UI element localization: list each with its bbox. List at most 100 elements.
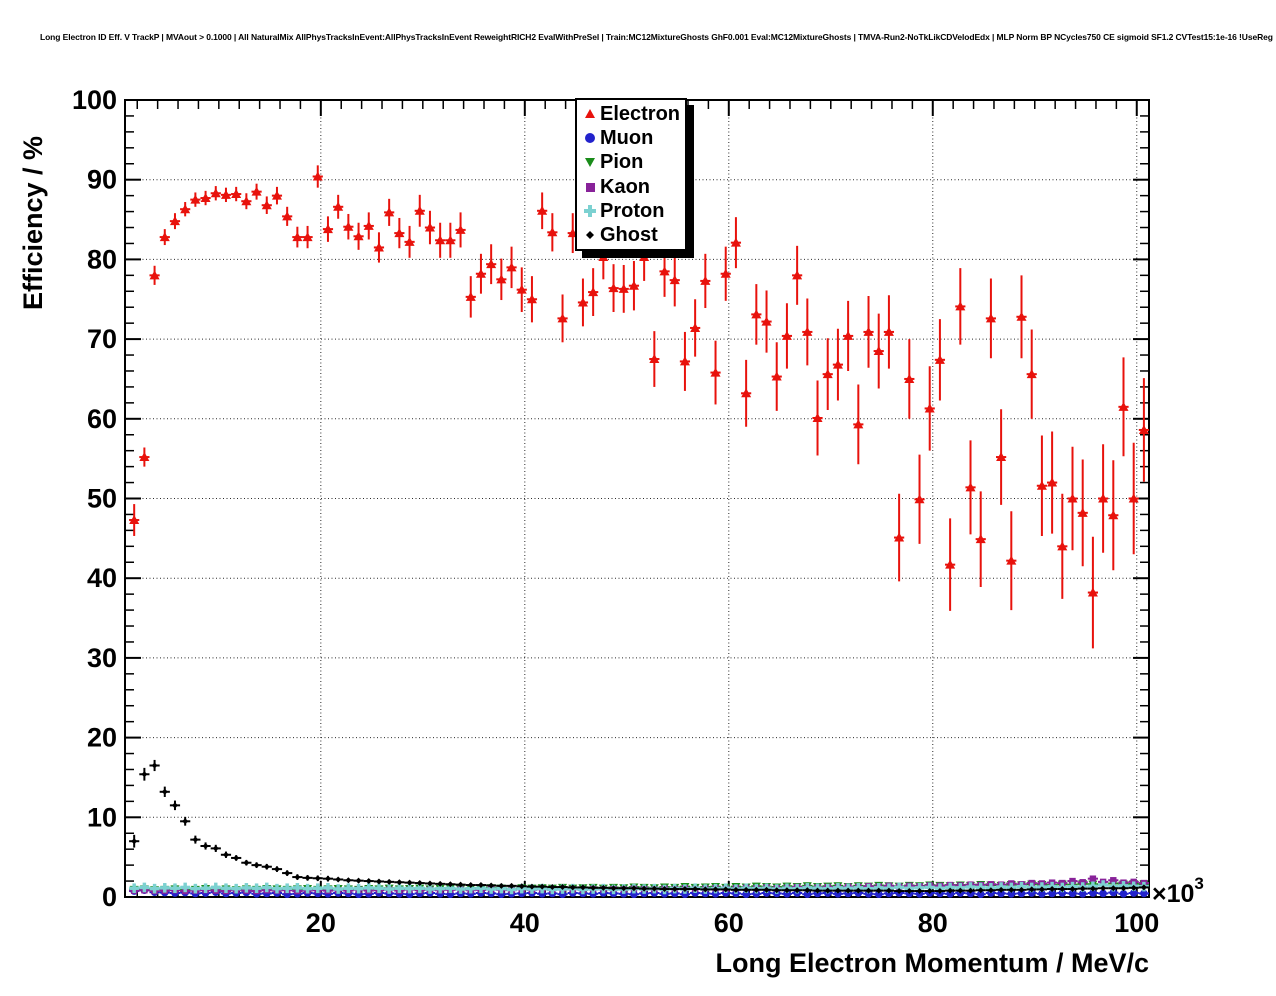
data-marker-ghost: [600, 884, 607, 891]
data-marker-ghost: [620, 885, 627, 892]
data-marker-electron: [149, 270, 160, 280]
data-marker-ghost: [783, 887, 790, 894]
data-marker-electron: [200, 193, 211, 203]
data-marker-ghost: [284, 870, 291, 877]
data-marker-proton: [1019, 881, 1024, 892]
data-marker-muon: [752, 890, 761, 898]
data-marker-muon: [1017, 889, 1026, 898]
data-marker-ghost: [977, 887, 984, 894]
data-marker-proton: [132, 883, 136, 894]
data-marker-electron: [343, 221, 354, 231]
data-marker-electron: [1006, 555, 1017, 565]
data-marker-ghost: [906, 888, 913, 895]
legend-label-pion: Pion: [600, 151, 644, 174]
data-marker-ghost: [916, 888, 923, 895]
data-marker-electron: [700, 275, 711, 285]
data-marker-ghost: [1059, 886, 1066, 893]
data-marker-proton: [387, 884, 391, 894]
data-marker-proton: [316, 883, 320, 894]
data-marker-electron: [1057, 541, 1068, 551]
data-marker-electron: [710, 367, 721, 377]
data-marker-electron: [445, 235, 456, 245]
data-marker-ghost: [865, 887, 872, 894]
data-marker-ghost: [508, 882, 515, 889]
data-marker-proton: [193, 883, 198, 894]
data-marker-electron: [455, 224, 466, 234]
data-marker-ghost: [1028, 886, 1035, 893]
data-marker-kaon: [1110, 877, 1117, 884]
data-marker-proton: [142, 882, 147, 893]
data-marker-muon: [1129, 889, 1138, 897]
data-marker-electron: [690, 322, 701, 332]
data-marker-proton: [927, 882, 932, 893]
data-marker-electron: [516, 284, 527, 294]
data-marker-ghost: [447, 881, 454, 888]
data-marker-ghost: [641, 885, 648, 892]
data-marker-electron: [139, 452, 150, 462]
data-marker-ghost: [396, 879, 403, 886]
data-marker-muon: [558, 890, 567, 899]
series-electron: [129, 165, 1149, 649]
data-marker-ghost: [457, 881, 464, 888]
data-marker-ghost: [1069, 886, 1076, 893]
data-marker-ghost: [661, 886, 668, 893]
legend-label-proton: Proton: [600, 199, 665, 222]
data-marker-electron: [1047, 477, 1058, 487]
data-marker-muon: [1119, 890, 1128, 898]
data-marker-electron: [231, 189, 242, 199]
data-marker-muon: [803, 890, 812, 899]
data-marker-proton: [326, 883, 330, 893]
data-marker-ghost: [753, 886, 760, 893]
data-marker-kaon: [1089, 875, 1097, 882]
data-marker-proton: [897, 882, 901, 893]
data-marker-proton: [163, 883, 167, 893]
data-marker-electron: [384, 207, 395, 217]
data-marker-electron: [282, 211, 293, 221]
y-axis-tick-label: 60: [87, 404, 117, 434]
y-axis-tick-label: 20: [87, 723, 117, 753]
data-marker-proton: [917, 883, 922, 893]
data-marker-ghost: [192, 836, 199, 843]
data-marker-proton: [479, 883, 483, 894]
data-marker-proton: [407, 883, 412, 894]
data-marker-muon: [681, 890, 689, 899]
data-marker-ghost: [1140, 884, 1147, 891]
data-marker-proton: [244, 883, 249, 893]
data-marker-electron: [649, 354, 660, 364]
data-marker-electron: [1138, 424, 1149, 434]
y-axis-tick-label: 50: [87, 484, 117, 514]
data-marker-electron: [210, 188, 221, 198]
data-marker-ghost: [1049, 886, 1056, 893]
data-marker-ghost: [834, 887, 841, 894]
data-marker-electron: [853, 419, 864, 429]
data-marker-ghost: [998, 886, 1005, 893]
series-kaon: [129, 875, 1149, 895]
data-marker-electron: [741, 388, 752, 398]
data-marker-ghost: [804, 887, 811, 894]
data-marker-ghost: [528, 883, 535, 890]
data-marker-electron: [506, 262, 517, 272]
data-marker-electron: [883, 326, 894, 336]
data-marker-electron: [832, 359, 843, 369]
data-marker-proton: [438, 883, 442, 894]
data-marker-ghost: [590, 884, 597, 891]
data-marker-electron: [639, 252, 650, 262]
data-marker-electron: [996, 452, 1007, 462]
data-marker-electron: [159, 232, 170, 242]
data-marker-electron: [180, 204, 191, 214]
data-marker-ghost: [539, 883, 546, 890]
data-marker-electron: [669, 275, 680, 285]
data-marker-ghost: [824, 887, 831, 894]
data-marker-electron: [312, 171, 323, 181]
data-marker-proton: [203, 883, 208, 894]
data-marker-ghost: [1120, 885, 1127, 892]
x-axis-title: Long Electron Momentum / MeV/c: [715, 948, 1149, 978]
data-marker-ghost: [263, 863, 270, 870]
data-marker-proton: [397, 883, 402, 894]
data-marker-ghost: [794, 887, 801, 894]
data-marker-electron: [894, 532, 905, 542]
data-marker-electron: [251, 186, 262, 196]
data-marker-electron: [1026, 369, 1037, 379]
data-marker-proton: [152, 883, 157, 894]
